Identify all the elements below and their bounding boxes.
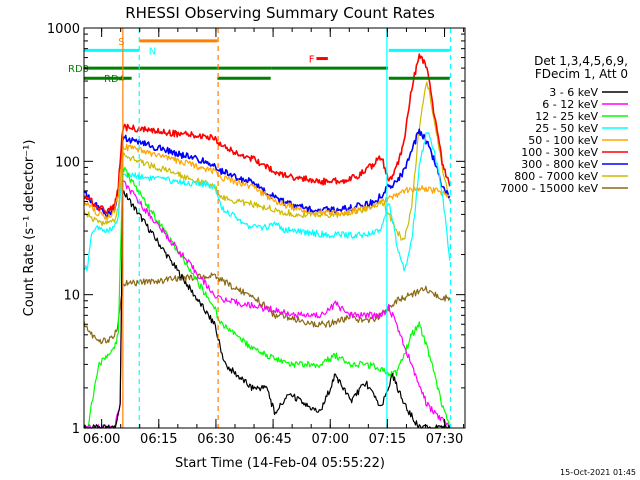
plot-frame <box>83 27 466 429</box>
series-line-5 <box>83 143 451 221</box>
footer-date: 15-Oct-2021 01:45 <box>560 468 636 477</box>
series-line-3 <box>84 166 451 429</box>
x-tick-label: 06:30 <box>197 432 234 447</box>
flag-label-f: F <box>309 55 315 66</box>
y-tick-label: 1000 <box>47 22 80 37</box>
state-flag-bars: S N RD0 RD4 F <box>68 37 450 85</box>
vertical-markers <box>122 28 452 428</box>
series-line-7 <box>83 128 451 218</box>
legend-label-5: 50 - 100 keV <box>528 134 598 147</box>
axes: 1 10 100 1000 06:00 06:15 06:30 06:45 07:00 07:15… <box>47 22 466 447</box>
flag-label-rd4: RD4 <box>104 74 125 85</box>
series-line-2 <box>84 180 451 429</box>
series-line-4 <box>83 132 451 272</box>
detector-info-line1: Det 1,3,4,5,6,9, <box>534 54 628 68</box>
legend-label-3: 12 - 25 keV <box>535 110 598 123</box>
legend-label-6: 100 - 300 keV <box>521 146 598 159</box>
y-tick-label: 10 <box>63 289 80 304</box>
legend-label-8: 800 - 7000 keV <box>514 170 598 183</box>
x-tick-label: 07:00 <box>312 432 349 447</box>
x-tick-label: 06:45 <box>254 432 291 447</box>
legend-label-2: 6 - 12 keV <box>542 98 598 111</box>
plot-area <box>83 53 451 429</box>
flag-label-s: S <box>118 37 124 48</box>
legend-label-1: 3 - 6 keV <box>549 86 598 99</box>
x-tick-label: 07:30 <box>426 432 463 447</box>
series-line-8 <box>83 81 451 241</box>
x-tick-label: 06:15 <box>140 432 177 447</box>
detector-info-line2: FDecim 1, Att 0 <box>535 67 628 81</box>
x-tick-label: 06:00 <box>83 432 120 447</box>
chart-title: RHESSI Observing Summary Count Rates <box>125 4 435 22</box>
x-axis-label: Start Time (14-Feb-04 05:55:22) <box>175 456 385 471</box>
flag-label-rd0: RD0 <box>68 64 89 75</box>
y-axis-label: Count Rate (s⁻¹ detector⁻¹) <box>22 140 37 317</box>
x-tick-label: 07:15 <box>369 432 406 447</box>
legend-label-4: 25 - 50 keV <box>535 122 598 135</box>
legend-label-7: 300 - 800 keV <box>521 158 598 171</box>
legend-label-9: 7000 - 15000 keV <box>500 182 598 195</box>
flag-label-n: N <box>149 46 156 57</box>
series-line-6 <box>83 53 451 215</box>
y-tick-label: 1 <box>72 422 80 437</box>
series-line-1 <box>83 190 451 429</box>
y-tick-label: 100 <box>55 155 80 170</box>
